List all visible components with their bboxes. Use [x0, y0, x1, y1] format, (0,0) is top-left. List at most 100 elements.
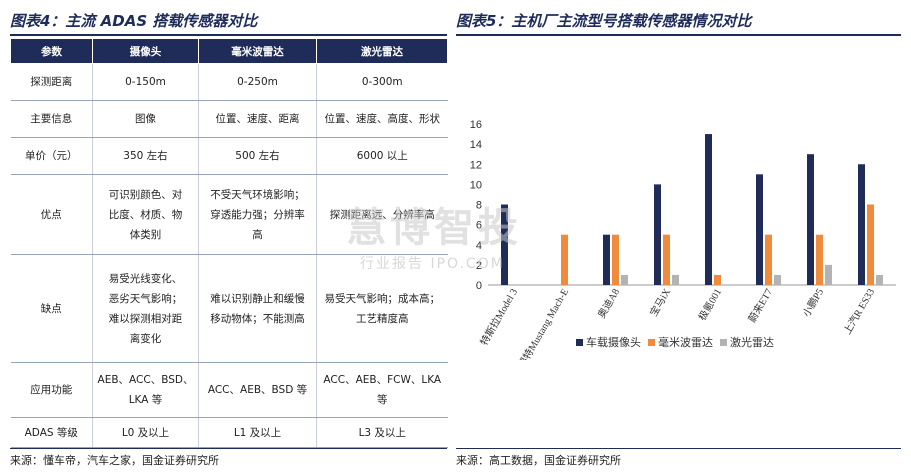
cell-line: 难以识别静止和缓慢 [210, 292, 305, 305]
table-row: 缺点 易受光线变化、 恶劣天气影响； 难以探测相对距 离变化 难以识别静止和缓慢 移动物体；… [10, 254, 448, 363]
table-cell: L3 及以上 [316, 417, 448, 448]
cell-line: 离变化 [129, 332, 162, 345]
table-header-row: 参数 摄像头 毫米波雷达 激光雷达 [10, 38, 448, 64]
column-header: 毫米波雷达 [198, 38, 317, 64]
cell-line: ACC、AEB、BSD 等 [207, 384, 308, 396]
table-cell: AEB、ACC、BSD、 LKA 等 [92, 362, 199, 418]
table-cell: L0 及以上 [92, 417, 199, 448]
sensor-comparison-table: 参数 摄像头 毫米波雷达 激光雷达 探测距离 0-150m 0-250m 0-300m… [10, 38, 448, 448]
x-tick-label: 蔚来ET7 [746, 287, 775, 325]
cell-line: L0 及以上 [121, 426, 170, 439]
bar [654, 184, 661, 285]
table-cell: 不受天气环境影响； 穿透能力强；分辨率高 [198, 174, 317, 255]
table-cell: 350 左右 [92, 137, 199, 175]
cell-line: 难以探测相对距 [108, 312, 183, 325]
table-cell: ACC、AEB、BSD 等 [198, 362, 317, 418]
table-figure-title: 图表4：主流 ADAS 搭载传感器对比 [10, 12, 258, 30]
bar [621, 274, 628, 285]
table-row: ADAS 等级 L0 及以上 L1 及以上 L3 及以上 [10, 417, 448, 448]
row-param-cell: ADAS 等级 [10, 417, 93, 448]
x-tick-label: 特斯拉Model 3 [477, 286, 520, 348]
table-cell: 0-300m [316, 63, 448, 101]
x-tick-label: 极氪001 [695, 286, 724, 323]
y-tick-label: 6 [476, 220, 482, 232]
table-cell: 图像 [92, 100, 199, 138]
legend-swatch [720, 339, 727, 346]
y-tick-label: 16 [470, 119, 482, 131]
cell-line: 0-300m [361, 76, 403, 88]
bar [765, 234, 772, 285]
y-tick-label: 10 [470, 179, 482, 191]
bar [867, 204, 874, 285]
bar [714, 274, 721, 285]
y-tick-label: 12 [470, 159, 482, 171]
table-cell: ACC、AEB、FCW、LKA 等 [316, 362, 448, 418]
cell-line: 体类别 [129, 228, 162, 241]
legend-label: 毫米波雷达 [658, 335, 713, 349]
bar [501, 204, 508, 285]
source-divider [456, 448, 901, 449]
cell-line: 恶劣天气影响； [108, 292, 183, 305]
cell-line: 500 左右 [235, 150, 280, 162]
bar [858, 164, 865, 285]
bar [612, 234, 619, 285]
cell-line: 易受天气影响；成本高； [324, 292, 441, 305]
x-tick-label: 福特Mustang Mach-E [515, 286, 571, 360]
title-divider [456, 34, 901, 36]
row-param-cell: 应用功能 [10, 362, 93, 418]
y-tick-label: 2 [476, 260, 482, 272]
cell-line: LKA 等 [128, 394, 163, 406]
column-header: 参数 [10, 38, 93, 64]
bar [774, 274, 781, 285]
row-param-cell: 单价（元） [10, 137, 93, 175]
source-divider [10, 448, 447, 449]
cell-line: 6000 以上 [356, 150, 408, 162]
column-header: 激光雷达 [316, 38, 448, 64]
y-tick-label: 0 [476, 280, 482, 292]
table-cell: 可识别颜色、对 比度、材质、物 体类别 [92, 174, 199, 255]
bar [663, 234, 670, 285]
legend-label: 车载摄像头 [586, 335, 641, 349]
table-cell: 位置、速度、距离 [198, 100, 317, 138]
table-cell: 位置、速度、高度、形状 [316, 100, 448, 138]
bar [756, 174, 763, 285]
cell-line: ACC、AEB、FCW、LKA 等 [323, 374, 442, 406]
y-tick-label: 14 [470, 139, 482, 151]
cell-line: L1 及以上 [233, 426, 282, 439]
table-source-note: 来源：懂车帝，汽车之家，国金证券研究所 [10, 454, 219, 467]
x-tick-label: 上汽R ES33 [840, 286, 877, 337]
cell-line: 高 [252, 228, 263, 241]
cell-line: 易受光线变化、 [108, 272, 183, 285]
cell-line: 0-150m [125, 76, 166, 88]
table-row: 探测距离 0-150m 0-250m 0-300m [10, 63, 448, 101]
column-header: 摄像头 [92, 38, 199, 64]
table-cell: 难以识别静止和缓慢 移动物体；不能测高 [198, 254, 317, 363]
table-cell: 0-250m [198, 63, 317, 101]
row-param-cell: 缺点 [10, 254, 93, 363]
cell-line: 比度、材质、物 [108, 208, 183, 221]
cell-line: 穿透能力强；分辨率 [210, 208, 305, 221]
table-cell: 探测距离远、分辨率高 [316, 174, 448, 255]
bar [825, 264, 832, 285]
title-divider [10, 34, 447, 36]
table-cell: 500 左右 [198, 137, 317, 175]
legend-swatch [576, 339, 583, 346]
legend-label: 激光雷达 [730, 335, 774, 349]
cell-line: 350 左右 [123, 150, 168, 162]
cell-line: 0-250m [237, 76, 278, 88]
table-row: 应用功能 AEB、ACC、BSD、 LKA 等 ACC、AEB、BSD 等 ACC、AE… [10, 362, 448, 418]
table-cell: 易受光线变化、 恶劣天气影响； 难以探测相对距 离变化 [92, 254, 199, 363]
y-tick-label: 8 [476, 200, 482, 212]
bar [816, 234, 823, 285]
cell-line: L3 及以上 [358, 426, 406, 439]
row-param-cell: 探测距离 [10, 63, 93, 101]
chart-source-note: 来源：高工数据，国金证券研究所 [456, 454, 621, 467]
legend-swatch [648, 339, 655, 346]
chart-figure-title: 图表5：主机厂主流型号搭载传感器情况对比 [456, 12, 752, 30]
table-cell: 易受天气影响；成本高； 工艺精度高 [316, 254, 448, 363]
table-cell: 6000 以上 [316, 137, 448, 175]
bar [807, 154, 814, 285]
x-tick-label: 宝马iX [647, 285, 674, 318]
bar [705, 134, 712, 285]
